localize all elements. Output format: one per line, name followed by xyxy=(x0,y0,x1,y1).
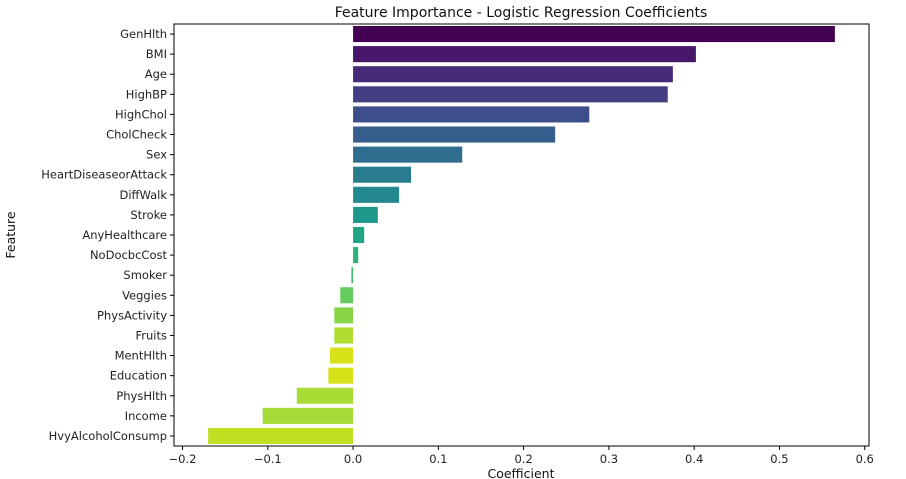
bar-PhysHlth xyxy=(296,387,354,404)
bar-Income xyxy=(262,407,354,424)
y-tick-label: GenHlth xyxy=(120,27,167,41)
x-tick-label: 0.0 xyxy=(344,452,362,466)
x-tick-label: 0.3 xyxy=(600,452,618,466)
bar-HvyAlcoholConsump xyxy=(208,427,354,444)
bar-CholCheck xyxy=(353,126,556,143)
y-tick-label: CholCheck xyxy=(106,128,167,142)
bars-group xyxy=(208,26,835,444)
bar-HighBP xyxy=(353,86,668,103)
y-axis: GenHlth BMI Age HighBP HighChol CholCheck Sex H… xyxy=(41,27,174,443)
x-tick-label: 0.6 xyxy=(856,452,874,466)
y-tick-label: MentHlth xyxy=(115,349,167,363)
bar-HeartDiseaseorAttack xyxy=(353,166,412,183)
x-axis-title: Coefficient xyxy=(487,466,554,479)
bar-Fruits xyxy=(334,327,354,344)
bar-Smoker xyxy=(351,267,354,284)
bar-DiffWalk xyxy=(353,186,400,203)
bar-Age xyxy=(353,66,673,83)
y-tick-label: PhysActivity xyxy=(97,308,167,322)
y-axis-title: Feature xyxy=(3,211,18,259)
bar-MentHlth xyxy=(330,347,354,364)
y-tick-label: Income xyxy=(125,409,167,423)
y-tick-label: DiffWalk xyxy=(119,188,167,202)
y-tick-label: HvyAlcoholConsump xyxy=(49,429,167,443)
y-tick-label: Sex xyxy=(146,148,167,162)
bar-Sex xyxy=(353,146,463,163)
y-tick-label: Smoker xyxy=(123,268,167,282)
chart-title: Feature Importance - Logistic Regression… xyxy=(335,5,708,21)
y-tick-label: Stroke xyxy=(130,208,167,222)
x-tick-label: −0.1 xyxy=(254,452,282,466)
y-tick-label: HeartDiseaseorAttack xyxy=(41,168,167,182)
x-axis: −0.2 −0.1 0.0 0.1 0.2 0.3 0.4 0.5 0.6 xyxy=(169,446,874,466)
y-tick-label: Veggies xyxy=(122,288,167,302)
y-tick-label: NoDocbcCost xyxy=(90,248,168,262)
y-tick-label: AnyHealthcare xyxy=(82,228,167,242)
bar-PhysActivity xyxy=(334,307,354,324)
y-tick-label: PhysHlth xyxy=(116,389,167,403)
x-tick-label: 0.1 xyxy=(429,452,447,466)
y-tick-label: HighBP xyxy=(126,87,167,101)
bar-Stroke xyxy=(353,206,378,223)
bar-HighChol xyxy=(353,106,590,123)
y-tick-label: Age xyxy=(145,67,167,81)
y-tick-label: Education xyxy=(110,369,167,383)
x-tick-label: 0.2 xyxy=(514,452,532,466)
bar-Veggies xyxy=(340,287,354,304)
y-tick-label: Fruits xyxy=(136,328,168,342)
x-tick-label: −0.2 xyxy=(169,452,197,466)
bar-Education xyxy=(328,367,354,384)
bar-AnyHealthcare xyxy=(353,226,365,244)
x-tick-label: 0.5 xyxy=(770,452,788,466)
bar-GenHlth xyxy=(353,26,835,43)
bar-NoDocbcCost xyxy=(353,247,359,264)
y-tick-label: HighChol xyxy=(115,107,167,121)
bar-BMI xyxy=(353,46,696,63)
x-tick-label: 0.4 xyxy=(685,452,703,466)
y-tick-label: BMI xyxy=(146,47,167,61)
